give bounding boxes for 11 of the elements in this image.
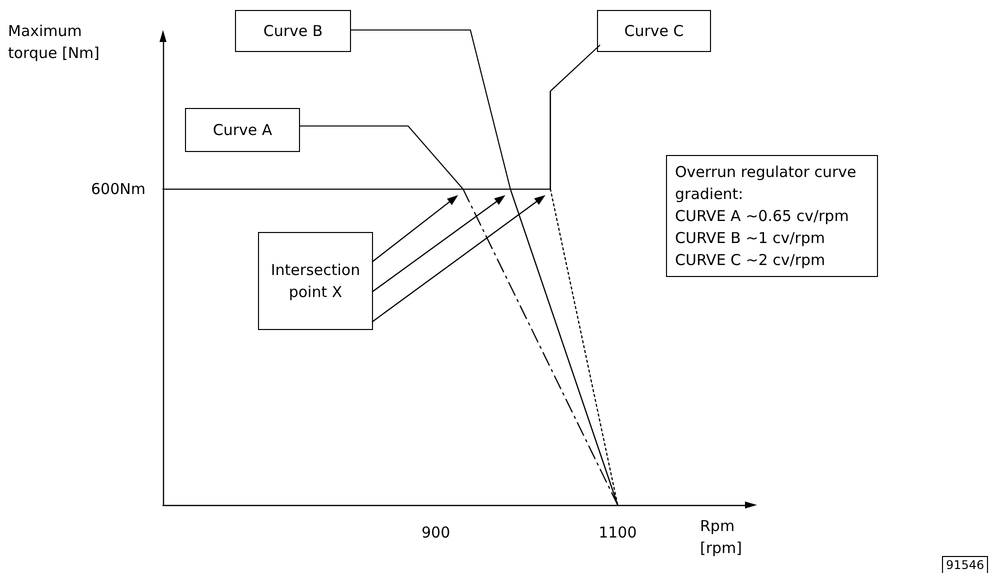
x-axis-title: Rpm [rpm]	[700, 516, 742, 559]
text: Curve B	[235, 10, 351, 52]
annotation: Overrun regulator curve gradient: CURVE A ~0.65 cv/rpm CURVE B ~1 cv/rpm CURVE C ~2 cv/rpm	[666, 155, 878, 277]
text: 91546	[942, 556, 988, 573]
x-tick-label: 1100	[598, 524, 637, 542]
annotation: Intersection point X	[258, 232, 373, 330]
x-tick-label: 900	[421, 524, 450, 542]
annotation: Curve A	[185, 108, 300, 152]
annotation: 600Nm	[91, 179, 146, 200]
text: Curve C	[597, 10, 711, 52]
y-axis-title: Maximum torque [Nm]	[8, 21, 100, 64]
